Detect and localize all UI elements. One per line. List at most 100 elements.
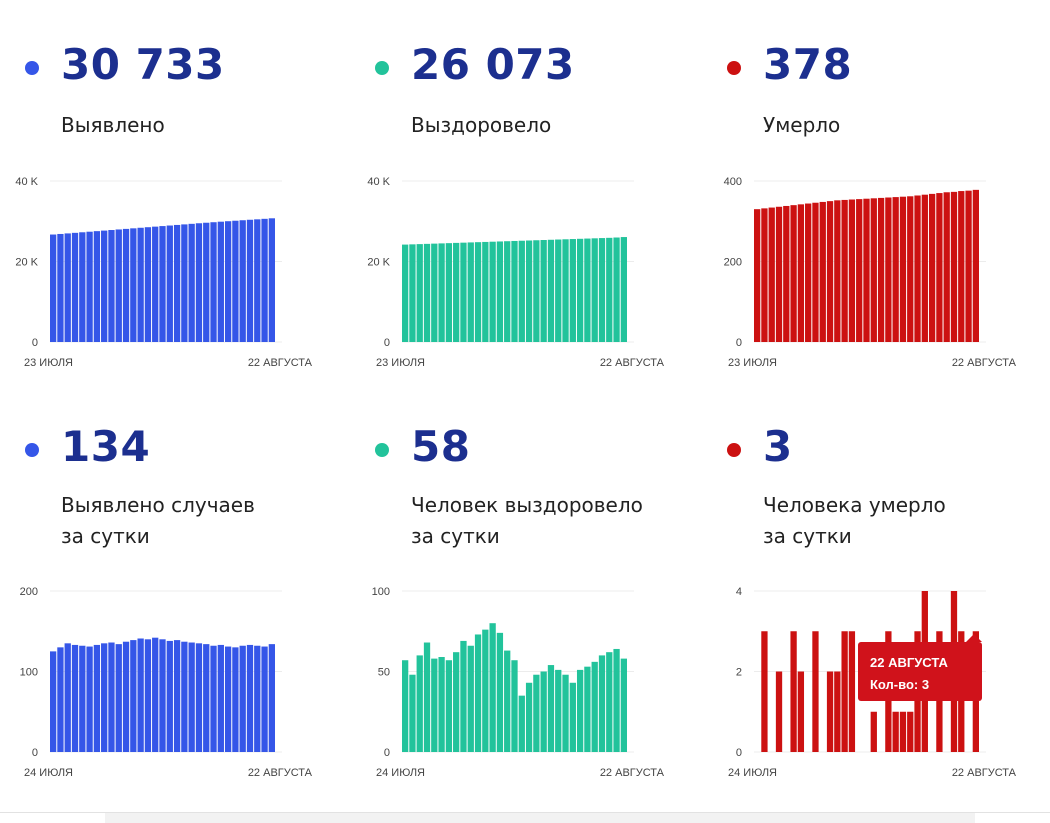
bar[interactable]: [761, 631, 768, 752]
bar[interactable]: [402, 244, 409, 342]
bar[interactable]: [474, 242, 482, 342]
bar[interactable]: [64, 643, 71, 752]
bar[interactable]: [518, 695, 525, 752]
bar[interactable]: [907, 711, 914, 752]
bar[interactable]: [511, 240, 518, 342]
bar[interactable]: [547, 665, 555, 752]
bar[interactable]: [108, 230, 115, 342]
bar[interactable]: [972, 189, 979, 342]
bar[interactable]: [812, 202, 819, 342]
bar[interactable]: [93, 231, 101, 342]
bar[interactable]: [819, 201, 826, 342]
bar[interactable]: [826, 671, 834, 753]
bar[interactable]: [268, 218, 275, 342]
bar[interactable]: [93, 644, 101, 752]
bar[interactable]: [130, 640, 137, 752]
bar[interactable]: [606, 652, 613, 752]
bar[interactable]: [195, 643, 203, 752]
bar[interactable]: [899, 196, 907, 342]
bar[interactable]: [620, 658, 627, 752]
bar[interactable]: [115, 644, 122, 752]
bar[interactable]: [453, 652, 460, 752]
bar[interactable]: [892, 197, 899, 342]
bar[interactable]: [870, 711, 877, 752]
bar[interactable]: [159, 226, 166, 342]
bar[interactable]: [848, 199, 856, 342]
bar[interactable]: [584, 238, 591, 342]
bar[interactable]: [239, 645, 246, 752]
bar[interactable]: [914, 195, 921, 342]
bar[interactable]: [834, 671, 841, 753]
bar[interactable]: [173, 224, 181, 342]
bar[interactable]: [108, 642, 115, 752]
bar[interactable]: [431, 243, 438, 342]
bar[interactable]: [754, 209, 761, 342]
bar[interactable]: [416, 655, 423, 752]
bar[interactable]: [555, 669, 562, 752]
bar[interactable]: [460, 640, 467, 752]
bar[interactable]: [181, 641, 188, 752]
bar[interactable]: [958, 191, 965, 342]
bar[interactable]: [431, 658, 438, 752]
bar[interactable]: [86, 646, 93, 752]
bar[interactable]: [71, 232, 79, 342]
bar[interactable]: [423, 642, 431, 752]
bar[interactable]: [122, 228, 130, 342]
bar[interactable]: [71, 644, 79, 752]
bar[interactable]: [591, 238, 598, 342]
bar[interactable]: [130, 228, 137, 342]
bar[interactable]: [217, 644, 224, 752]
bar[interactable]: [598, 655, 606, 752]
bar[interactable]: [438, 657, 445, 752]
bar[interactable]: [137, 638, 144, 753]
bar[interactable]: [848, 631, 856, 752]
bar[interactable]: [246, 219, 254, 342]
bar[interactable]: [79, 645, 86, 752]
bar[interactable]: [188, 642, 195, 752]
bar[interactable]: [928, 193, 936, 342]
bar[interactable]: [445, 243, 453, 342]
bar[interactable]: [122, 641, 130, 752]
bar[interactable]: [232, 220, 239, 342]
bar[interactable]: [482, 629, 489, 752]
bar[interactable]: [203, 644, 210, 752]
bar[interactable]: [620, 237, 627, 342]
bar[interactable]: [489, 623, 496, 752]
bar[interactable]: [907, 196, 914, 342]
bar[interactable]: [547, 239, 555, 342]
bar[interactable]: [576, 669, 584, 752]
bar[interactable]: [613, 237, 620, 342]
bar[interactable]: [246, 644, 254, 752]
bar[interactable]: [144, 227, 152, 342]
bar[interactable]: [203, 222, 210, 342]
bar[interactable]: [409, 674, 416, 752]
bar[interactable]: [797, 671, 805, 753]
bar[interactable]: [613, 648, 620, 752]
bar[interactable]: [474, 634, 482, 752]
bar[interactable]: [423, 243, 431, 342]
bar[interactable]: [101, 230, 108, 342]
bar[interactable]: [159, 639, 166, 752]
bar[interactable]: [562, 674, 569, 752]
bar[interactable]: [965, 190, 972, 342]
bar[interactable]: [188, 223, 195, 342]
bar[interactable]: [950, 191, 958, 342]
bar[interactable]: [453, 242, 460, 342]
bar[interactable]: [416, 244, 423, 342]
bar[interactable]: [533, 674, 540, 752]
bar[interactable]: [805, 203, 812, 342]
bar[interactable]: [181, 224, 188, 342]
bar[interactable]: [598, 238, 606, 342]
bar[interactable]: [768, 207, 775, 342]
bar[interactable]: [173, 640, 181, 752]
bar[interactable]: [525, 682, 533, 752]
bar[interactable]: [569, 682, 576, 752]
bar[interactable]: [943, 192, 950, 342]
bar[interactable]: [562, 239, 569, 342]
bar[interactable]: [775, 671, 783, 753]
bar[interactable]: [834, 200, 841, 342]
bar[interactable]: [936, 193, 943, 342]
bar[interactable]: [166, 640, 173, 752]
bar[interactable]: [232, 647, 239, 752]
bar[interactable]: [841, 631, 848, 752]
